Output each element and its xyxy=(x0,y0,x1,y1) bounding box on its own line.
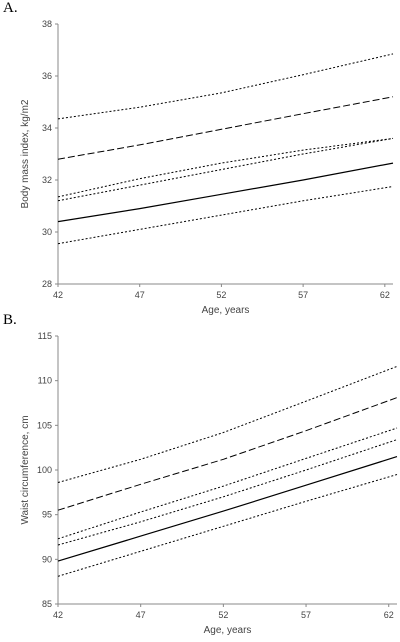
charta-x-tick-label: 42 xyxy=(53,290,63,300)
chartb-series-line-2-dashed xyxy=(57,397,398,511)
charta-y-axis-label: Body mass index, kg/m2 xyxy=(20,99,31,208)
chartb-series-line-4-dotted xyxy=(57,439,398,546)
chartb-y-tick-label: 100 xyxy=(37,465,52,475)
chartb-y-axis-label: Waist circumference, cm xyxy=(20,415,31,524)
charta-y-tick-label: 34 xyxy=(42,123,52,133)
chartb-x-tick-label: 52 xyxy=(218,610,228,620)
charta-y-tick-label: 32 xyxy=(42,175,52,185)
charta-y-tick-label: 38 xyxy=(42,19,52,29)
chartb-x-tick-label: 42 xyxy=(53,610,63,620)
charta-y-tick-label: 30 xyxy=(42,227,52,237)
chartb-series-line-3-dotted xyxy=(57,427,398,540)
chartb-x-tick-label: 47 xyxy=(136,610,146,620)
charta-x-tick-label: 57 xyxy=(298,290,308,300)
charta-series-line-5-solid xyxy=(57,162,394,223)
panel-b-label: B. xyxy=(3,312,17,328)
charta-series-line-6-dotted xyxy=(57,186,394,245)
chartb-y-tick-label: 85 xyxy=(42,599,52,609)
chartb-x-tick-label: 57 xyxy=(301,610,311,620)
chartb-series-line-6-dotted xyxy=(57,474,398,577)
chartb-y-tick-label: 115 xyxy=(38,331,52,341)
charta-series-line-1-dotted xyxy=(57,53,394,120)
chartb-y-tick-label: 90 xyxy=(42,554,52,564)
charta-series-line-2-dashed xyxy=(57,96,394,160)
chartb-series-line-1-dotted xyxy=(57,365,398,483)
chartb-x-axis-label: Age, years xyxy=(204,625,252,636)
bmi-chart: 28 30 32 34 36 38 42 47 52 57 62 Age, years Body mas… xyxy=(20,19,394,316)
chartb-y-tick-label: 95 xyxy=(42,510,52,520)
chartb-y-tick-label: 110 xyxy=(38,376,52,386)
charta-y-tick-label: 28 xyxy=(42,279,52,289)
panel-a-label: A. xyxy=(3,0,18,16)
chartb-x-tick-label: 62 xyxy=(384,610,394,620)
chartb-series-line-5-solid xyxy=(57,456,398,562)
charta-x-axis-label: Age, years xyxy=(202,305,250,316)
charta-x-tick-label: 62 xyxy=(380,290,390,300)
chartb-y-tick-label: 105 xyxy=(37,420,52,430)
charta-x-tick-label: 52 xyxy=(216,290,226,300)
charta-y-tick-label: 36 xyxy=(42,71,52,81)
charta-x-tick-label: 47 xyxy=(135,290,145,300)
